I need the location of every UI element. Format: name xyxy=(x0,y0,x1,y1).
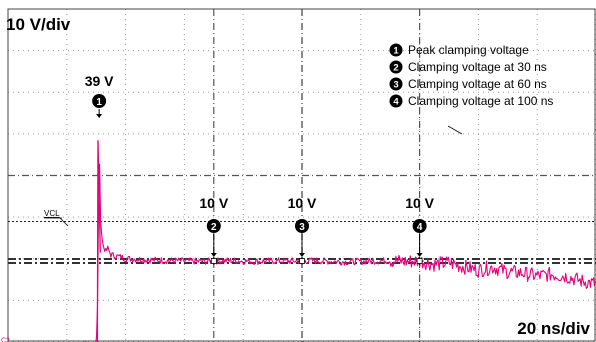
legend-item-text: Peak clamping voltage xyxy=(408,43,529,57)
annotation-badge-number: 4 xyxy=(417,222,423,233)
annotation-badge xyxy=(206,219,221,233)
annotation-arrow-head xyxy=(96,114,103,118)
trace-label: C2 xyxy=(1,337,10,342)
annotation-badge xyxy=(92,94,107,108)
legend-badge xyxy=(389,43,403,57)
legend-badge xyxy=(389,94,403,108)
annotation-value-label: 10 V xyxy=(405,195,434,211)
vertical-scale-label: 10 V/div xyxy=(6,15,71,34)
annotation-markers: 39 V 1 10 V 2 10 V 3 10 V 4 xyxy=(85,73,435,265)
legend-badge-number: 4 xyxy=(393,97,399,108)
cursor-box xyxy=(299,258,305,264)
annotation-arrow-head xyxy=(210,253,217,257)
legend-badge xyxy=(389,77,403,91)
annotation-value-label: 10 V xyxy=(199,195,228,211)
annotation-value-label: 10 V xyxy=(288,195,317,211)
annotation-badge xyxy=(295,219,309,233)
legend-item-text: Clamping voltage at 60 ns xyxy=(408,77,547,91)
legend-leader xyxy=(447,125,463,135)
legend-item-text: Clamping voltage at 30 ns xyxy=(408,60,547,74)
annotation-badge-number: 1 xyxy=(96,97,102,108)
annotation-badge-number: 2 xyxy=(211,222,217,233)
grid xyxy=(7,8,596,342)
horizontal-scale-label: 20 ns/div xyxy=(517,319,590,338)
cursor-box xyxy=(210,258,217,264)
annotation-badge xyxy=(412,219,427,233)
legend-badge-number: 1 xyxy=(393,46,399,57)
cursor-box xyxy=(416,258,423,264)
legend-badge-number: 3 xyxy=(393,80,398,91)
trace-peak-segment xyxy=(96,140,101,342)
annotation-arrow-head xyxy=(299,253,305,257)
legend-item-text: Clamping voltage at 100 ns xyxy=(408,94,553,108)
vcl-label-leader xyxy=(59,217,69,227)
annotation-badge-number: 3 xyxy=(299,222,305,233)
legend-badge-number: 2 xyxy=(393,63,398,74)
legend: 1 Peak clamping voltage 2 Clamping voltage … xyxy=(389,43,553,135)
vcl-label: VCL xyxy=(44,209,60,218)
plot-frame xyxy=(7,8,596,342)
legend-badge xyxy=(389,60,403,74)
annotation-value-label: 39 V xyxy=(85,73,114,89)
annotation-arrow-head xyxy=(416,253,423,257)
